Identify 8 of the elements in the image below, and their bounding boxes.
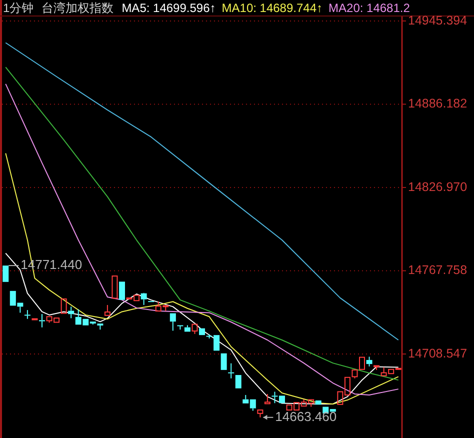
ytick: 14767.758: [408, 263, 468, 278]
ytick: 14945.394: [408, 13, 468, 28]
header: 1分钟 台湾加权指数 MA5: 14699.596↑ MA10: 14689.744↑ MA20: 14681.2: [3, 1, 410, 15]
ytick: 14708.547: [408, 346, 468, 360]
annotation: 14663.460: [275, 408, 337, 424]
ytick: 14886.182: [408, 96, 468, 111]
ytick: 14826.970: [408, 180, 468, 194]
annotation: 14663.460: [262, 408, 337, 424]
